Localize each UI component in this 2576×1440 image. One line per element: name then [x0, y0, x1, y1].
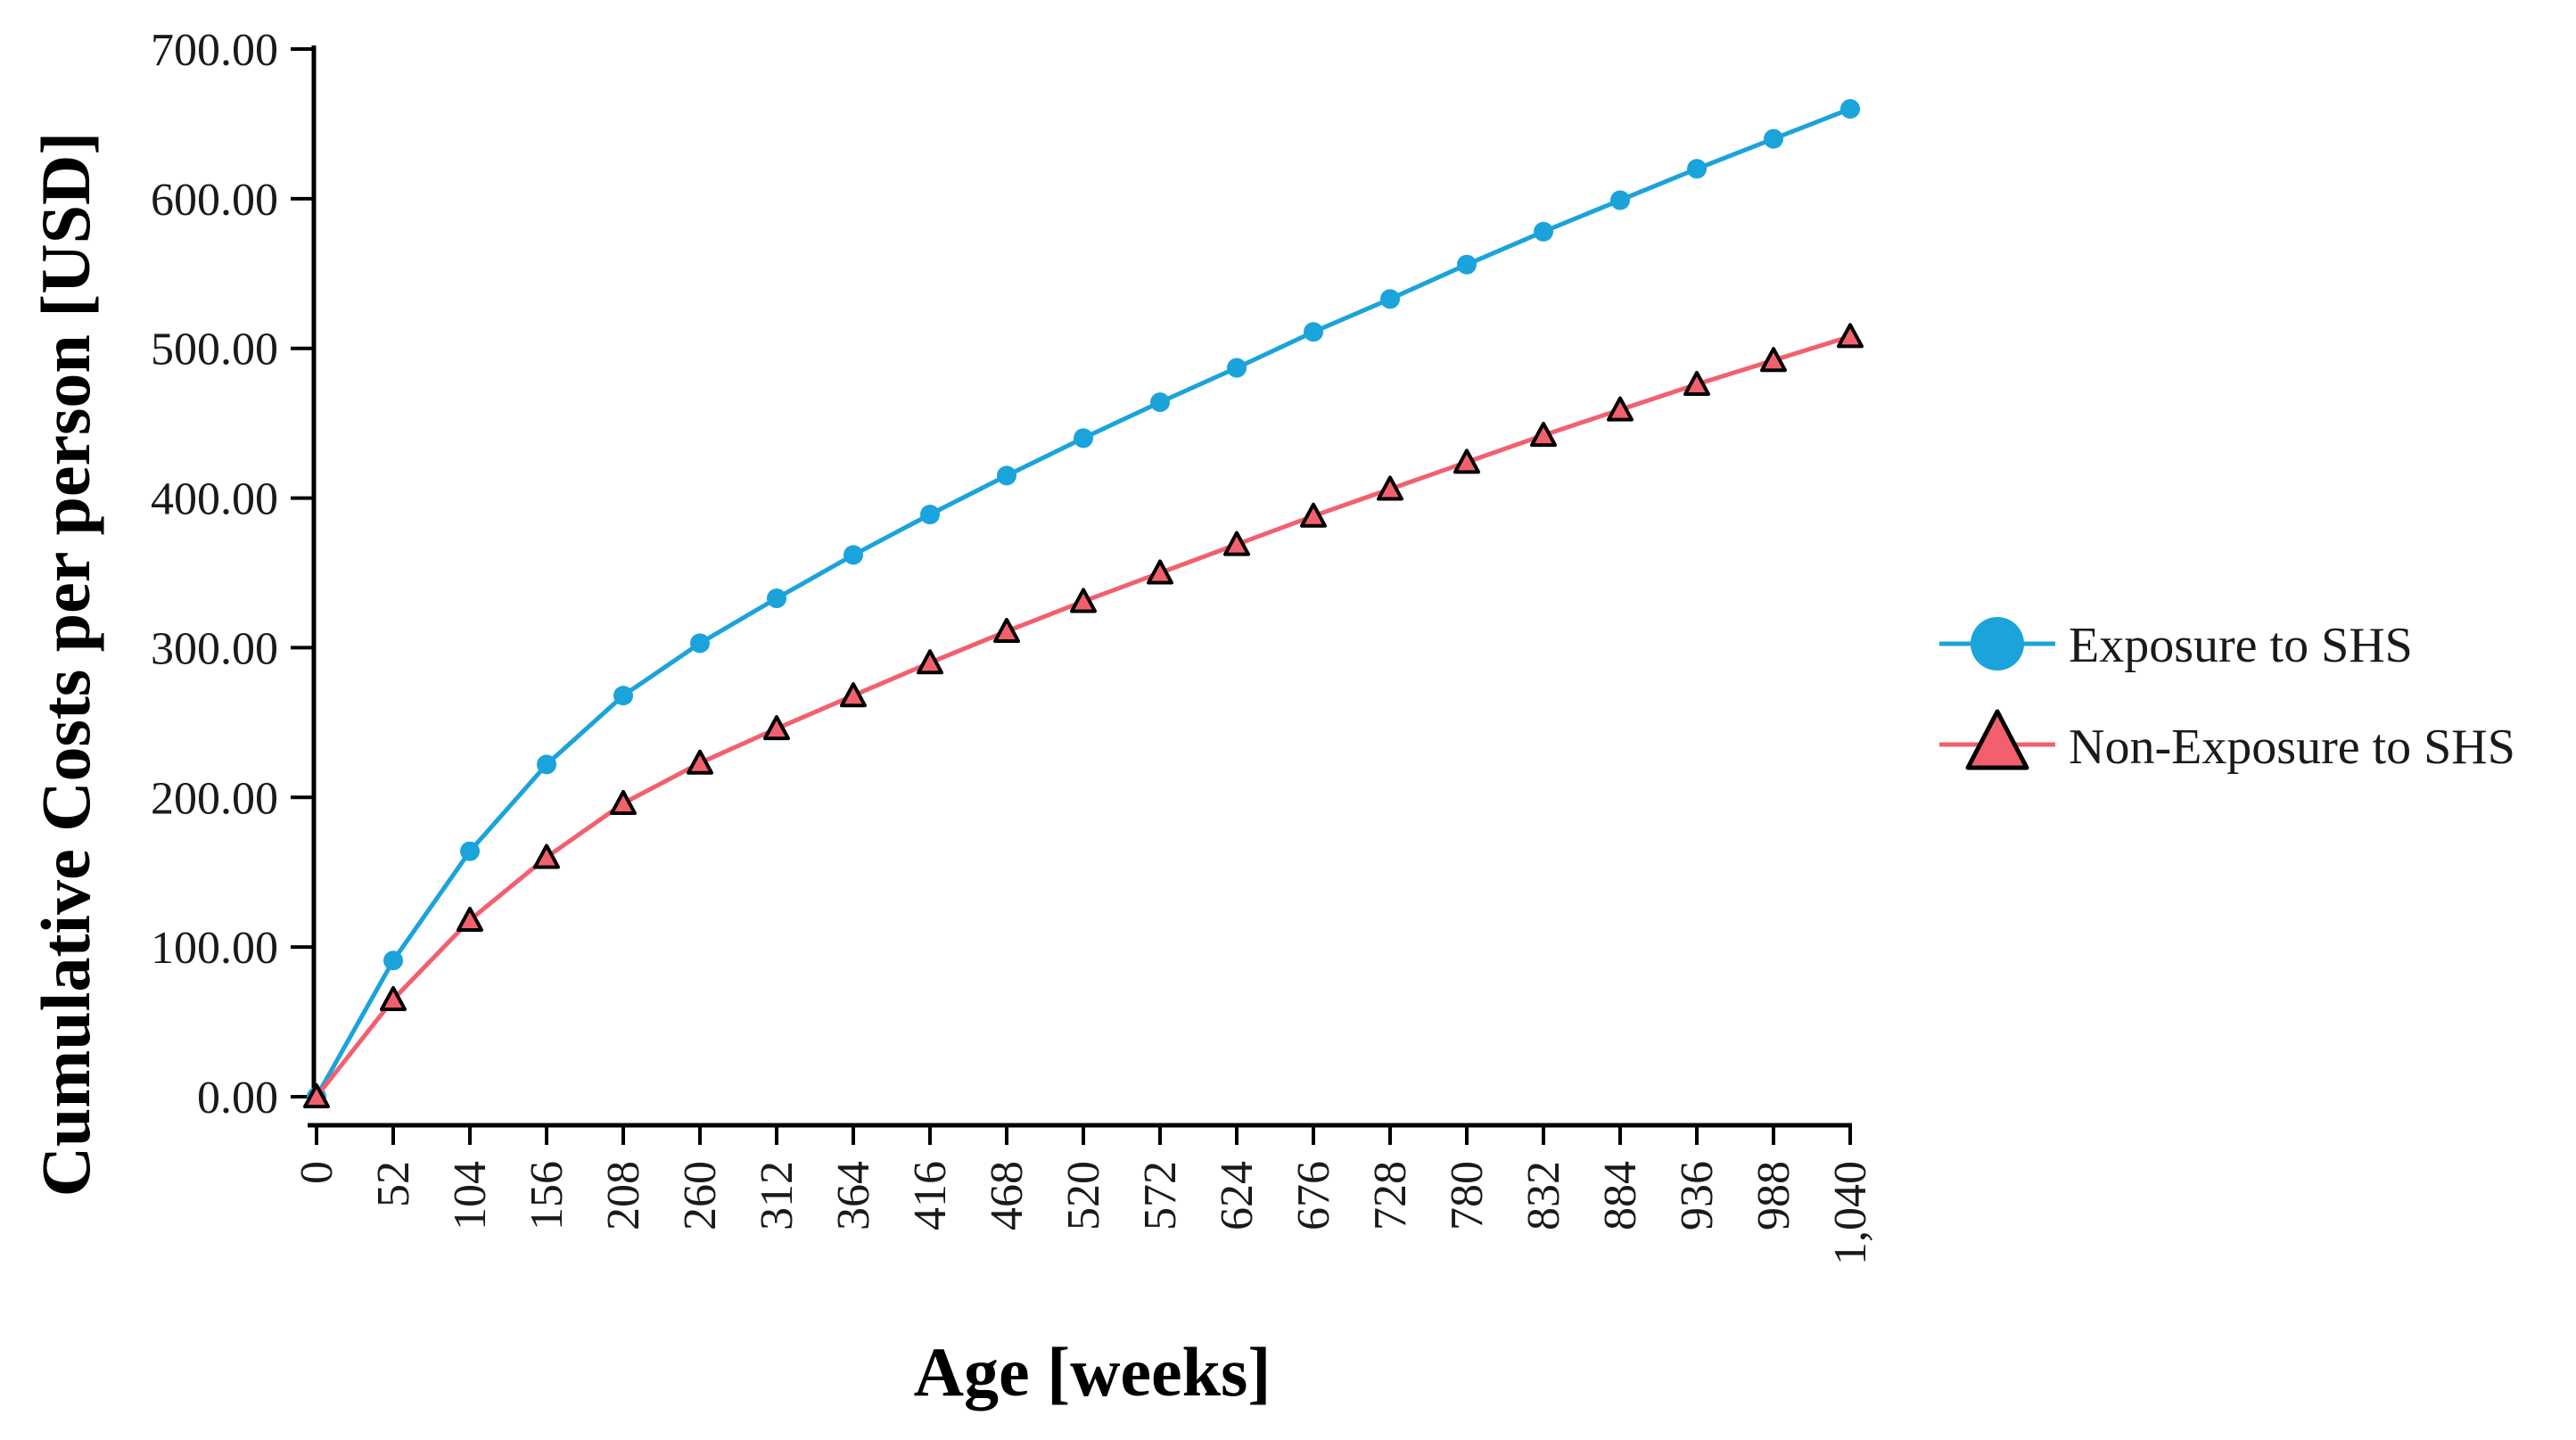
y-axis-ticks: 0.00 100.00 200.00 300.00 400.00 500.00 600.00… — [151, 25, 314, 1123]
data-point — [537, 754, 556, 775]
data-point — [1607, 396, 1634, 422]
y-tick-label: 300.00 — [151, 623, 278, 674]
y-tick-label: 200.00 — [151, 773, 278, 824]
x-tick-label: 0 — [292, 1161, 342, 1184]
series-layer — [303, 99, 1864, 1109]
x-tick-label: 312 — [752, 1161, 802, 1230]
data-point — [533, 843, 560, 869]
y-tick-label: 500.00 — [151, 325, 278, 375]
y-axis-title: Cumulative Costs per person [USD] — [27, 132, 104, 1197]
y-tick-label: 700.00 — [151, 25, 278, 76]
data-point — [1683, 371, 1710, 397]
legend-marker-circle-icon — [1971, 617, 2024, 671]
series-non-exposure — [303, 323, 1864, 1109]
data-point — [920, 505, 940, 525]
x-tick-label: 156 — [522, 1161, 572, 1230]
data-point — [1304, 322, 1323, 342]
data-point — [1840, 99, 1860, 119]
x-tick-label: 988 — [1749, 1161, 1799, 1230]
data-point — [690, 633, 710, 654]
series-line — [315, 333, 1851, 1099]
x-tick-label: 676 — [1288, 1161, 1339, 1230]
data-point — [1534, 221, 1553, 242]
y-tick-label: 0.00 — [197, 1073, 278, 1123]
data-point — [917, 649, 943, 675]
data-point — [1227, 358, 1247, 378]
data-point — [1837, 323, 1864, 349]
x-tick-label: 208 — [598, 1161, 649, 1230]
legend-label-non-exposure: Non-Exposure to SHS — [2069, 720, 2515, 775]
data-point — [997, 465, 1016, 486]
data-point — [1147, 559, 1173, 585]
data-point — [1610, 190, 1630, 210]
data-point — [763, 715, 790, 741]
data-point — [383, 950, 403, 971]
data-point — [1760, 347, 1787, 373]
data-point — [1764, 128, 1783, 149]
x-tick-label: 260 — [675, 1161, 726, 1230]
series-exposure — [307, 99, 1860, 1107]
x-tick-label: 104 — [445, 1161, 496, 1230]
legend-item-non-exposure: Non-Exposure to SHS — [1939, 709, 2515, 775]
data-point — [993, 617, 1020, 644]
x-tick-label: 624 — [1212, 1161, 1263, 1230]
x-tick-label: 780 — [1442, 1161, 1493, 1230]
data-point — [1530, 422, 1557, 448]
data-point — [1074, 428, 1093, 448]
data-point — [687, 749, 713, 775]
legend: Exposure to SHS Non-Exposure to SHS — [1939, 617, 2515, 775]
data-point — [303, 1083, 330, 1109]
x-tick-label: 52 — [368, 1161, 419, 1207]
x-tick-label: 364 — [828, 1161, 879, 1230]
x-tick-label: 728 — [1365, 1161, 1416, 1230]
legend-item-exposure: Exposure to SHS — [1939, 617, 2413, 673]
x-tick-label: 572 — [1135, 1161, 1186, 1230]
legend-label-exposure: Exposure to SHS — [2069, 618, 2413, 673]
data-point — [1377, 475, 1403, 501]
data-point — [613, 686, 633, 706]
data-point — [1150, 392, 1170, 413]
y-tick-label: 400.00 — [151, 474, 278, 525]
data-point — [767, 588, 786, 609]
data-point — [457, 906, 483, 932]
x-tick-label: 416 — [905, 1161, 956, 1230]
x-tick-label: 832 — [1518, 1161, 1569, 1230]
data-point — [1300, 502, 1327, 528]
x-tick-label: 1,040 — [1825, 1161, 1876, 1265]
data-point — [844, 545, 863, 565]
x-tick-label: 468 — [982, 1161, 1033, 1230]
y-tick-label: 100.00 — [151, 923, 278, 974]
x-tick-label: 520 — [1058, 1161, 1109, 1230]
y-tick-label: 600.00 — [151, 175, 278, 226]
data-point — [1687, 159, 1707, 179]
x-axis-ticks: 0 52 104 156 208 260 312 364 416 468 520 572 624 676 7… — [292, 1125, 1876, 1265]
x-tick-label: 884 — [1595, 1161, 1646, 1230]
data-point — [1453, 448, 1480, 474]
data-point — [1380, 289, 1400, 309]
x-axis-title: Age [weeks] — [914, 1333, 1272, 1411]
data-point — [840, 682, 867, 708]
data-point — [1223, 531, 1250, 556]
data-point — [460, 841, 480, 861]
legend-marker-triangle-icon — [1965, 709, 2029, 770]
x-tick-label: 936 — [1672, 1161, 1723, 1230]
data-point — [610, 790, 637, 816]
data-point — [1457, 254, 1477, 275]
data-point — [1070, 588, 1097, 613]
data-point — [380, 985, 407, 1011]
